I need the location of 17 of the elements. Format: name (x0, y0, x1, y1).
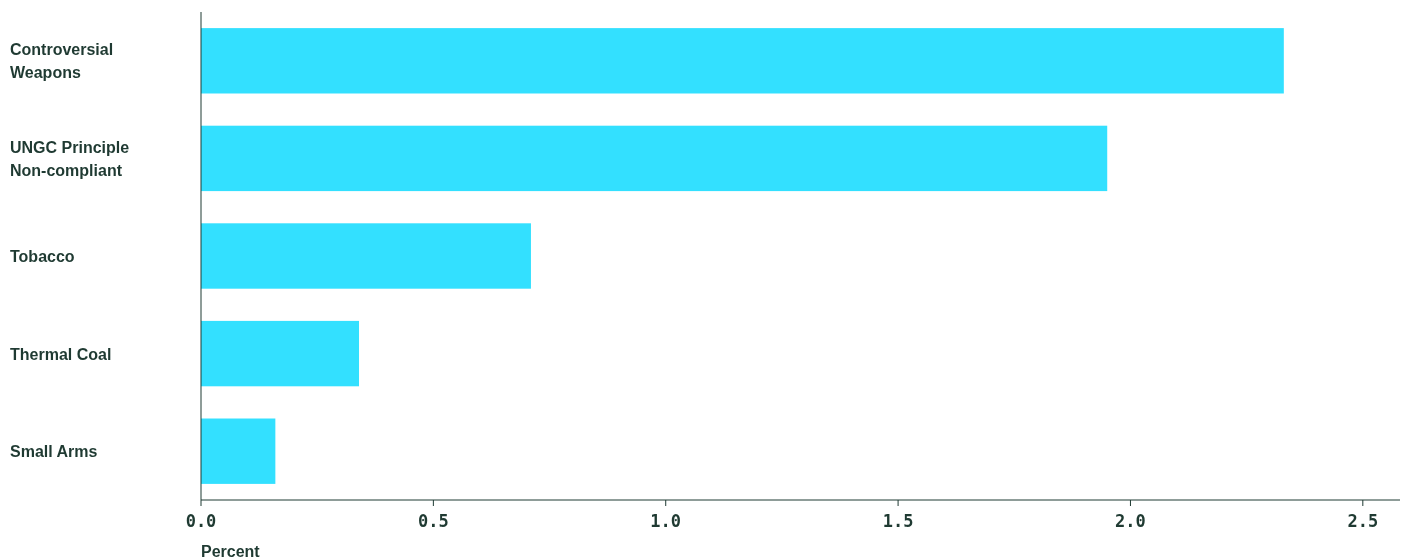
y-tick-label: UNGC Principle Non-compliant (10, 138, 130, 179)
bar (201, 28, 1284, 94)
x-tick-label: 2.5 (1347, 511, 1379, 531)
x-tick-label: 0.5 (418, 511, 449, 531)
y-tick-label: Controversial Weapons (10, 41, 114, 82)
y-tick-label: Tobacco (10, 248, 75, 265)
x-tick-label: 2.0 (1115, 511, 1146, 531)
x-tick-label: 1.0 (650, 511, 682, 531)
y-tick-label: Small Arms (10, 443, 98, 461)
x-axis-title: Percent (201, 543, 261, 559)
x-tick-label: 1.5 (882, 511, 914, 531)
bar (201, 320, 360, 387)
y-tick-label: Thermal Coal (10, 345, 112, 363)
bar (201, 223, 531, 289)
x-tick-label: 0.0 (185, 511, 217, 531)
bar (201, 125, 1108, 192)
bar (201, 418, 276, 484)
